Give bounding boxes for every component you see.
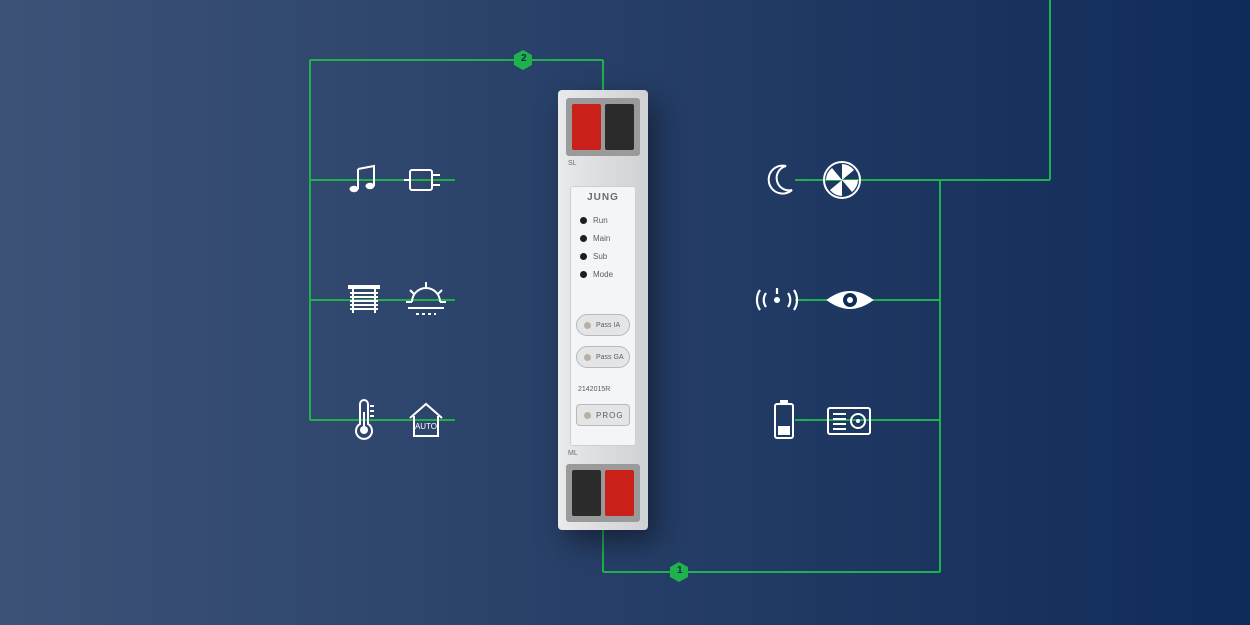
brightness-icon bbox=[404, 278, 448, 322]
device-brand: JUNG bbox=[570, 192, 636, 203]
terminal-bottom-black bbox=[572, 470, 601, 516]
terminal-top bbox=[566, 98, 640, 156]
device-panel: JUNG Run Main Sub Mode Pass IA Pass GA 2… bbox=[570, 186, 636, 446]
led-mode: Mode bbox=[580, 270, 613, 279]
moon-icon bbox=[758, 158, 802, 202]
terminal-bottom bbox=[566, 464, 640, 522]
fan-icon bbox=[820, 158, 864, 202]
side-label-ml: ML bbox=[568, 450, 578, 457]
auto-home-icon: AUTO bbox=[404, 398, 448, 442]
knx-device: SL JUNG Run Main Sub Mode Pass IA Pass G… bbox=[558, 90, 648, 530]
left-row-1 bbox=[342, 158, 448, 202]
hex-bottom-label: 1 bbox=[677, 565, 683, 576]
plug-icon bbox=[404, 158, 448, 202]
terminal-bottom-red bbox=[605, 470, 634, 516]
button-pass-ga[interactable]: Pass GA bbox=[576, 346, 630, 368]
hex-badge-bottom: 1 bbox=[668, 561, 690, 583]
button-pass-ia[interactable]: Pass IA bbox=[576, 314, 630, 336]
led-sub: Sub bbox=[580, 252, 607, 261]
eye-icon bbox=[824, 278, 876, 322]
right-row-3 bbox=[762, 398, 874, 442]
button-prog[interactable]: PROG bbox=[576, 404, 630, 426]
hex-top-label: 2 bbox=[521, 53, 527, 64]
thermometer-icon bbox=[342, 398, 386, 442]
music-icon bbox=[342, 158, 386, 202]
device-model: 2142015R bbox=[578, 386, 610, 393]
left-row-2 bbox=[342, 278, 448, 322]
radio-icon bbox=[824, 398, 874, 442]
hex-badge-top: 2 bbox=[512, 49, 534, 71]
left-row-3: AUTO bbox=[342, 398, 448, 442]
wireless-icon bbox=[748, 278, 806, 322]
side-label-sl: SL bbox=[568, 160, 577, 167]
right-row-1 bbox=[758, 158, 864, 202]
led-main: Main bbox=[580, 234, 610, 243]
terminal-top-red bbox=[572, 104, 601, 150]
auto-home-label: AUTO bbox=[415, 422, 437, 431]
blinds-icon bbox=[342, 278, 386, 322]
led-run: Run bbox=[580, 216, 608, 225]
diagram-stage: AUTO bbox=[0, 0, 1250, 625]
battery-icon bbox=[762, 398, 806, 442]
right-row-2 bbox=[748, 278, 876, 322]
terminal-top-black bbox=[605, 104, 634, 150]
